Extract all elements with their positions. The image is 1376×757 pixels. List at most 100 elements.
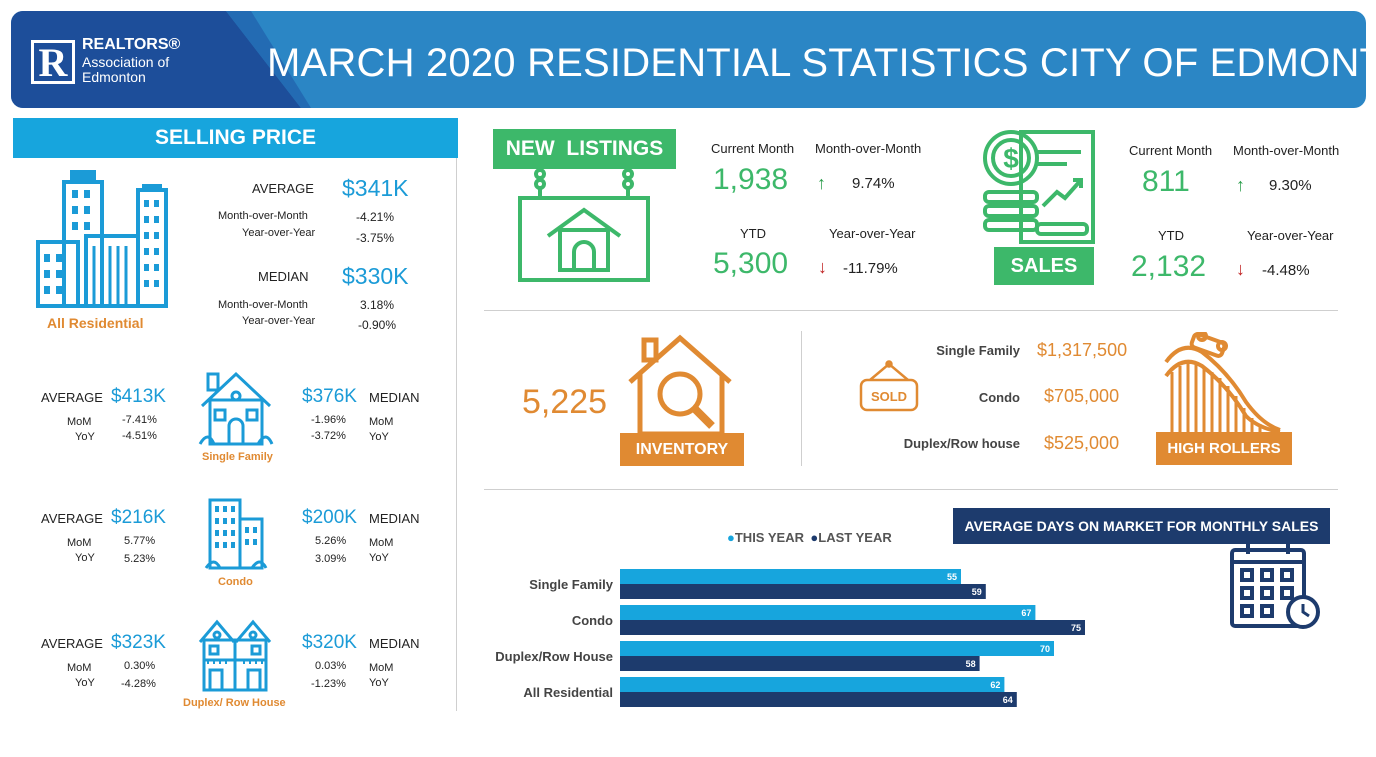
sales-ytd-value: 2,132	[1131, 250, 1207, 283]
chart-legend: ●THIS YEAR ●LAST YEAR	[727, 529, 892, 547]
condo-median-label: MEDIAN	[369, 511, 420, 526]
listing-sign-icon	[518, 168, 650, 282]
new-listings-title: NEW LISTINGS	[493, 129, 676, 169]
sales-arrow-down-icon: ↓	[1236, 259, 1245, 279]
condo-med-mom-label: MoM	[369, 537, 394, 549]
legend-last-year-dot: ●	[810, 530, 819, 545]
nl-ytd-value: 5,300	[713, 247, 789, 280]
chart-category-label: Condo	[571, 613, 613, 628]
legend-this-year: THIS YEAR	[734, 530, 804, 545]
sf-median-value: $376K	[302, 386, 357, 407]
chart-bar	[620, 569, 961, 584]
inventory-house-search-icon	[628, 334, 732, 437]
legend-last-year: LAST YEAR	[818, 530, 892, 545]
condo-median-value: $200K	[302, 507, 357, 528]
duplex-yoy-label: YoY	[75, 677, 95, 689]
sf-yoy-label: YoY	[75, 431, 95, 443]
hr-single-family-label: Single Family	[936, 343, 1020, 358]
chart-data-label: 67	[1021, 608, 1031, 618]
chart-data-label: 75	[1071, 623, 1081, 633]
chart-data-label: 70	[1040, 644, 1050, 654]
nl-yoy-value: -11.79%	[843, 260, 898, 277]
all-avg-yoy-label: Year-over-Year	[242, 227, 316, 239]
chart-data-label: 62	[990, 680, 1000, 690]
duplex-med-yoy-label: YoY	[369, 677, 389, 689]
sf-caption: Single Family	[202, 451, 273, 463]
hr-condo-label: Condo	[978, 390, 1020, 405]
nl-mom-label: Month-over-Month	[815, 141, 922, 156]
roller-coaster-icon	[1164, 332, 1281, 436]
buildings-icon	[36, 170, 168, 308]
condo-mom-label: MoM	[67, 537, 92, 549]
duplex-caption: Duplex/ Row House	[183, 697, 286, 709]
logo-text-edmonton: Edmonton	[82, 69, 146, 85]
chart-bar	[620, 677, 1005, 692]
condo-med-mom-value: 5.26%	[315, 535, 347, 547]
inventory-divider	[801, 331, 802, 466]
legend-this-year-dot: ●	[727, 530, 735, 545]
sales-money-icon: $	[983, 130, 1095, 244]
sf-med-mom-label: MoM	[369, 416, 394, 428]
single-family-house-icon	[198, 371, 274, 446]
condo-average-label: AVERAGE	[41, 511, 103, 526]
inventory-value: 5,225	[522, 383, 608, 421]
all-median-label: MEDIAN	[258, 269, 309, 284]
duplex-median-value: $320K	[302, 632, 357, 653]
all-med-mom-value: 3.18%	[360, 298, 395, 312]
nl-current-label: Current Month	[711, 141, 795, 156]
condo-med-yoy-label: YoY	[369, 552, 389, 564]
condo-building-icon	[204, 498, 268, 570]
chart-category-label: All Residential	[523, 685, 613, 700]
duplex-average-label: AVERAGE	[41, 636, 103, 651]
nl-current-value: 1,938	[713, 163, 789, 196]
chart-bar	[620, 656, 980, 671]
sf-med-yoy-value: -3.72%	[311, 430, 346, 442]
calendar-clock-icon	[1230, 544, 1320, 629]
nl-mom-value: 9.74%	[852, 175, 895, 192]
condo-med-yoy-value: 3.09%	[315, 553, 347, 565]
chart-bar	[620, 605, 1036, 620]
all-average-value: $341K	[342, 175, 409, 201]
condo-caption: Condo	[218, 576, 253, 588]
sales-mom-value: 9.30%	[1269, 177, 1312, 194]
sf-mom-label: MoM	[67, 416, 92, 428]
sales-title: SALES	[994, 247, 1094, 285]
arrow-down-icon: ↓	[818, 257, 827, 277]
condo-average-value: $216K	[111, 507, 166, 528]
hr-single-family-value: $1,317,500	[1037, 340, 1128, 360]
chart-bar	[620, 584, 986, 599]
chart-data-label: 64	[1003, 695, 1013, 705]
hr-condo-value: $705,000	[1044, 386, 1120, 406]
selling-price-header: SELLING PRICE	[13, 118, 458, 158]
duplex-average-value: $323K	[111, 632, 166, 653]
all-avg-mom-value: -4.21%	[356, 210, 395, 224]
chart-category-label: Duplex/Row House	[495, 649, 613, 664]
all-med-yoy-value: -0.90%	[358, 318, 397, 332]
duplex-rowhouse-icon	[198, 619, 272, 692]
all-med-mom-label: Month-over-Month	[218, 299, 308, 311]
duplex-mom-label: MoM	[67, 662, 92, 674]
hr-duplex-label: Duplex/Row house	[903, 436, 1020, 451]
sf-avg-mom-value: -7.41%	[122, 414, 157, 426]
sales-current-value: 811	[1142, 165, 1190, 198]
all-avg-yoy-value: -3.75%	[356, 231, 395, 245]
page-title: MARCH 2020 RESIDENTIAL STATISTICS CITY O…	[267, 41, 1366, 85]
duplex-median-label: MEDIAN	[369, 636, 420, 651]
sales-yoy-label: Year-over-Year	[1247, 228, 1334, 243]
condo-avg-mom-value: 5.77%	[124, 535, 156, 547]
sf-med-yoy-label: YoY	[369, 431, 389, 443]
sales-yoy-value: -4.48%	[1262, 262, 1310, 279]
chart-data-label: 55	[947, 572, 957, 582]
sf-average-value: $413K	[111, 386, 166, 407]
logo-text-realtors: REALTORS®	[82, 36, 181, 53]
chart-bar	[620, 641, 1054, 656]
chart-bar	[620, 620, 1085, 635]
sales-current-label: Current Month	[1129, 143, 1213, 158]
all-median-value: $330K	[342, 263, 409, 289]
all-med-yoy-label: Year-over-Year	[242, 315, 316, 327]
sales-ytd-label: YTD	[1158, 228, 1184, 243]
all-avg-mom-label: Month-over-Month	[218, 210, 308, 222]
chart-category-label: Single Family	[529, 577, 613, 592]
sales-arrow-up-icon: ↑	[1236, 175, 1245, 195]
condo-yoy-label: YoY	[75, 552, 95, 564]
